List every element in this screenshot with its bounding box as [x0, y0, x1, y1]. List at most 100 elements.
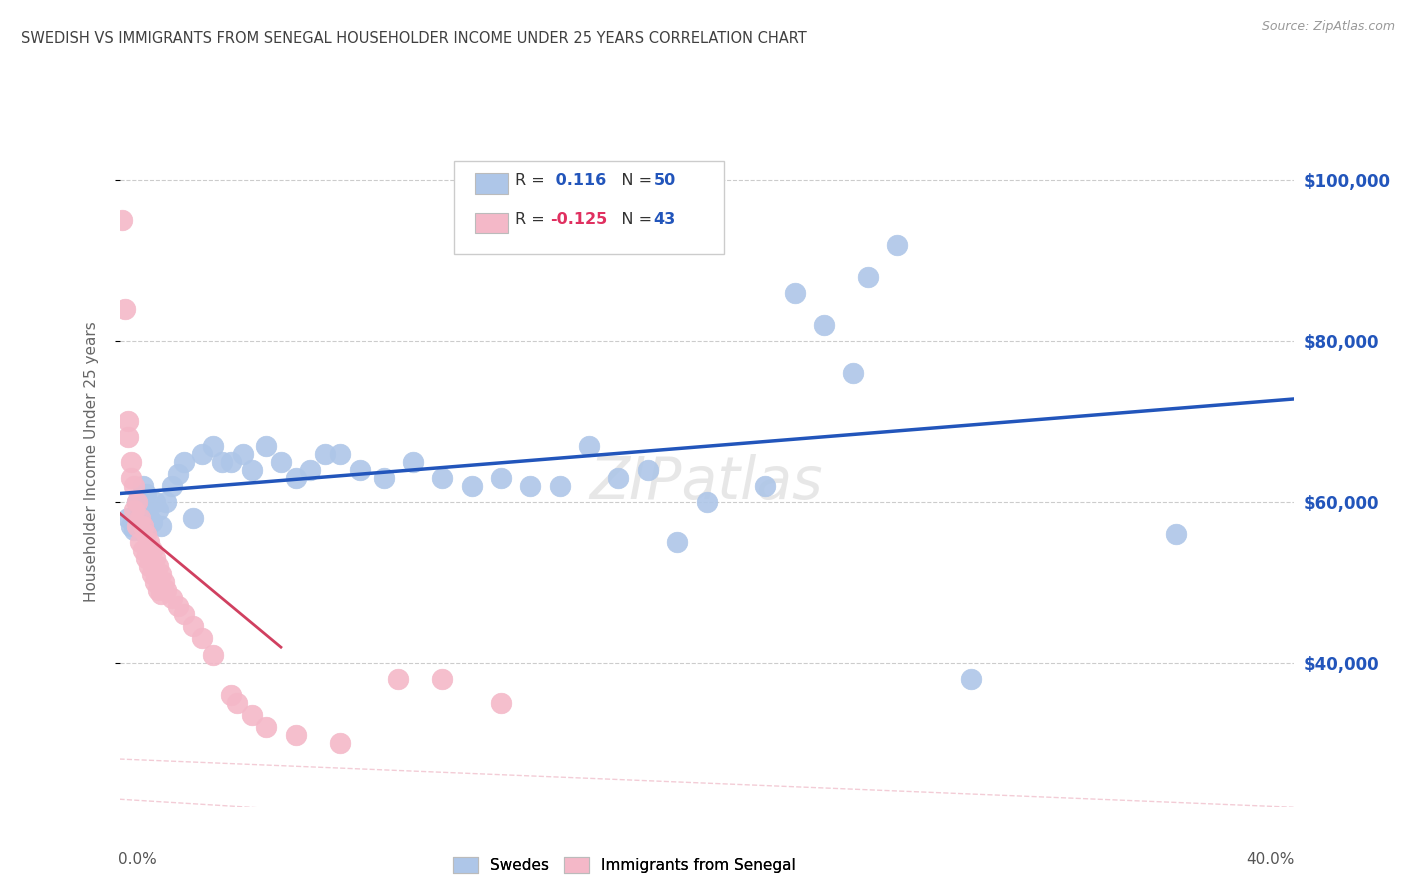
Point — [607, 471, 630, 485]
Point — [173, 607, 195, 622]
Text: 50: 50 — [654, 173, 676, 187]
Point — [232, 446, 254, 460]
Bar — [475, 173, 508, 194]
Point — [132, 543, 155, 558]
Point — [141, 567, 163, 582]
Point — [146, 583, 169, 598]
Point — [959, 672, 981, 686]
Y-axis label: Householder Income Under 25 years: Householder Income Under 25 years — [84, 321, 98, 602]
Point — [270, 455, 292, 469]
Point — [129, 503, 152, 517]
Point — [190, 632, 212, 646]
Point — [146, 559, 169, 574]
Point — [225, 696, 249, 710]
Text: R =: R = — [515, 212, 550, 227]
Point — [637, 463, 659, 477]
Text: SWEDISH VS IMMIGRANTS FROM SENEGAL HOUSEHOLDER INCOME UNDER 25 YEARS CORRELATION: SWEDISH VS IMMIGRANTS FROM SENEGAL HOUSE… — [21, 31, 807, 46]
Point — [432, 471, 454, 485]
Point — [141, 515, 163, 529]
FancyBboxPatch shape — [454, 161, 724, 254]
Point — [211, 455, 233, 469]
Point — [284, 471, 307, 485]
Point — [127, 519, 149, 533]
Point — [842, 366, 865, 380]
Point — [146, 503, 169, 517]
Text: 40.0%: 40.0% — [1246, 852, 1295, 867]
Point — [117, 414, 139, 428]
Point — [111, 213, 134, 227]
Text: 43: 43 — [654, 212, 676, 227]
Point — [519, 479, 541, 493]
Point — [167, 599, 190, 614]
Text: N =: N = — [606, 212, 657, 227]
Point — [240, 707, 263, 722]
Point — [489, 471, 512, 485]
Text: 0.116: 0.116 — [550, 173, 606, 187]
Point — [120, 471, 142, 485]
Point — [173, 455, 195, 469]
Point — [143, 495, 166, 509]
Point — [132, 519, 155, 533]
Point — [219, 455, 242, 469]
Text: -0.125: -0.125 — [550, 212, 607, 227]
Point — [117, 511, 139, 525]
Point — [856, 269, 879, 284]
Point — [155, 583, 177, 598]
Point — [167, 467, 190, 481]
Point — [152, 575, 174, 590]
Point — [143, 551, 166, 566]
Text: Source: ZipAtlas.com: Source: ZipAtlas.com — [1261, 20, 1395, 33]
Point — [548, 479, 571, 493]
Legend: Swedes, Immigrants from Senegal: Swedes, Immigrants from Senegal — [447, 851, 801, 880]
Point — [122, 503, 145, 517]
Point — [254, 438, 277, 452]
Point — [696, 495, 718, 509]
Point — [135, 551, 157, 566]
Point — [254, 720, 277, 734]
Point — [202, 648, 225, 662]
Text: ZIPatlas: ZIPatlas — [589, 454, 824, 511]
Point — [460, 479, 484, 493]
Point — [143, 575, 166, 590]
Point — [349, 463, 371, 477]
Point — [329, 736, 352, 750]
Point — [1164, 527, 1187, 541]
Point — [114, 301, 136, 316]
Point — [120, 455, 142, 469]
Point — [219, 688, 242, 702]
Point — [162, 591, 184, 606]
Point — [129, 535, 152, 549]
Point — [149, 519, 172, 533]
Point — [117, 430, 139, 444]
Point — [181, 511, 204, 525]
Point — [783, 285, 806, 300]
Point — [138, 535, 160, 549]
Point — [432, 672, 454, 686]
Point — [299, 463, 322, 477]
Text: N =: N = — [606, 173, 657, 187]
Point — [190, 446, 212, 460]
Point — [122, 479, 145, 493]
Point — [149, 567, 172, 582]
Point — [886, 237, 908, 252]
Text: 0.0%: 0.0% — [118, 852, 157, 867]
Point — [181, 619, 204, 633]
Point — [138, 511, 160, 525]
Point — [373, 471, 395, 485]
Point — [132, 479, 155, 493]
Point — [754, 479, 776, 493]
Point — [129, 511, 152, 525]
Point — [141, 543, 163, 558]
Point — [138, 559, 160, 574]
Point — [202, 438, 225, 452]
Bar — [475, 213, 508, 234]
Point — [149, 587, 172, 601]
Point — [127, 495, 149, 509]
Point — [135, 527, 157, 541]
Point — [122, 523, 145, 537]
Point — [813, 318, 835, 332]
Point — [329, 446, 352, 460]
Point — [578, 438, 600, 452]
Point — [402, 455, 425, 469]
Point — [489, 696, 512, 710]
